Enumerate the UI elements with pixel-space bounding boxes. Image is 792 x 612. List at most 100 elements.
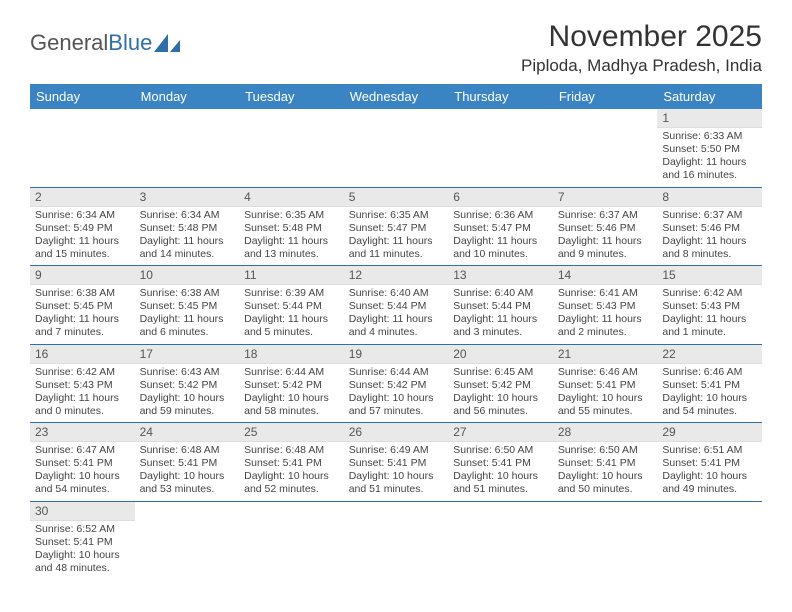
day-body: Sunrise: 6:44 AMSunset: 5:42 PMDaylight:… (239, 364, 344, 423)
calendar-cell (30, 109, 135, 187)
calendar-cell: 28Sunrise: 6:50 AMSunset: 5:41 PMDayligh… (553, 423, 658, 502)
day-number: 13 (448, 266, 553, 285)
sail-icon (154, 34, 180, 52)
sunset-text: Sunset: 5:46 PM (558, 222, 653, 235)
sunrise-text: Sunrise: 6:48 AM (244, 444, 339, 457)
calendar-cell: 3Sunrise: 6:34 AMSunset: 5:48 PMDaylight… (135, 187, 240, 266)
day-body: Sunrise: 6:38 AMSunset: 5:45 PMDaylight:… (30, 285, 135, 344)
day-number: 12 (344, 266, 449, 285)
day-number: 9 (30, 266, 135, 285)
calendar-cell: 7Sunrise: 6:37 AMSunset: 5:46 PMDaylight… (553, 187, 658, 266)
sunrise-text: Sunrise: 6:38 AM (140, 287, 235, 300)
sunrise-text: Sunrise: 6:40 AM (453, 287, 548, 300)
sunset-text: Sunset: 5:45 PM (35, 300, 130, 313)
calendar-cell (448, 109, 553, 187)
weekday-header: Monday (135, 84, 240, 109)
calendar-cell: 9Sunrise: 6:38 AMSunset: 5:45 PMDaylight… (30, 266, 135, 345)
calendar-week-row: 1Sunrise: 6:33 AMSunset: 5:50 PMDaylight… (30, 109, 762, 187)
calendar-week-row: 16Sunrise: 6:42 AMSunset: 5:43 PMDayligh… (30, 344, 762, 423)
day-number: 10 (135, 266, 240, 285)
sunset-text: Sunset: 5:41 PM (662, 457, 757, 470)
day-body: Sunrise: 6:40 AMSunset: 5:44 PMDaylight:… (344, 285, 449, 344)
logo: GeneralBlue (30, 20, 180, 56)
calendar-cell: 13Sunrise: 6:40 AMSunset: 5:44 PMDayligh… (448, 266, 553, 345)
day-number: 29 (657, 423, 762, 442)
day-body: Sunrise: 6:44 AMSunset: 5:42 PMDaylight:… (344, 364, 449, 423)
sunset-text: Sunset: 5:41 PM (453, 457, 548, 470)
calendar-cell: 22Sunrise: 6:46 AMSunset: 5:41 PMDayligh… (657, 344, 762, 423)
day-number: 20 (448, 345, 553, 364)
calendar-cell: 4Sunrise: 6:35 AMSunset: 5:48 PMDaylight… (239, 187, 344, 266)
calendar-cell: 25Sunrise: 6:48 AMSunset: 5:41 PMDayligh… (239, 423, 344, 502)
daylight-text: Daylight: 10 hours and 55 minutes. (558, 392, 653, 418)
day-body: Sunrise: 6:35 AMSunset: 5:47 PMDaylight:… (344, 207, 449, 266)
sunrise-text: Sunrise: 6:48 AM (140, 444, 235, 457)
day-body: Sunrise: 6:51 AMSunset: 5:41 PMDaylight:… (657, 442, 762, 501)
daylight-text: Daylight: 11 hours and 10 minutes. (453, 235, 548, 261)
daylight-text: Daylight: 10 hours and 54 minutes. (35, 470, 130, 496)
day-number: 23 (30, 423, 135, 442)
calendar-cell (448, 501, 553, 579)
sunrise-text: Sunrise: 6:40 AM (349, 287, 444, 300)
calendar-body: 1Sunrise: 6:33 AMSunset: 5:50 PMDaylight… (30, 109, 762, 579)
day-number: 1 (657, 109, 762, 128)
day-number: 27 (448, 423, 553, 442)
day-body: Sunrise: 6:46 AMSunset: 5:41 PMDaylight:… (657, 364, 762, 423)
day-body: Sunrise: 6:40 AMSunset: 5:44 PMDaylight:… (448, 285, 553, 344)
daylight-text: Daylight: 11 hours and 15 minutes. (35, 235, 130, 261)
sunset-text: Sunset: 5:42 PM (349, 379, 444, 392)
sunset-text: Sunset: 5:47 PM (349, 222, 444, 235)
daylight-text: Daylight: 11 hours and 11 minutes. (349, 235, 444, 261)
calendar-week-row: 30Sunrise: 6:52 AMSunset: 5:41 PMDayligh… (30, 501, 762, 579)
day-body: Sunrise: 6:43 AMSunset: 5:42 PMDaylight:… (135, 364, 240, 423)
sunrise-text: Sunrise: 6:45 AM (453, 366, 548, 379)
daylight-text: Daylight: 11 hours and 0 minutes. (35, 392, 130, 418)
calendar-cell (239, 109, 344, 187)
logo-text-general: General (30, 30, 108, 56)
calendar-cell: 15Sunrise: 6:42 AMSunset: 5:43 PMDayligh… (657, 266, 762, 345)
calendar-cell (239, 501, 344, 579)
calendar-cell (344, 501, 449, 579)
weekday-header: Tuesday (239, 84, 344, 109)
calendar-cell: 26Sunrise: 6:49 AMSunset: 5:41 PMDayligh… (344, 423, 449, 502)
title-block: November 2025 Piploda, Madhya Pradesh, I… (521, 20, 762, 76)
day-body: Sunrise: 6:47 AMSunset: 5:41 PMDaylight:… (30, 442, 135, 501)
sunset-text: Sunset: 5:41 PM (558, 457, 653, 470)
sunrise-text: Sunrise: 6:36 AM (453, 209, 548, 222)
sunrise-text: Sunrise: 6:49 AM (349, 444, 444, 457)
day-number: 28 (553, 423, 658, 442)
header: GeneralBlue November 2025 Piploda, Madhy… (30, 20, 762, 76)
day-number: 25 (239, 423, 344, 442)
day-number: 30 (30, 502, 135, 521)
sunset-text: Sunset: 5:50 PM (662, 143, 757, 156)
day-body: Sunrise: 6:39 AMSunset: 5:44 PMDaylight:… (239, 285, 344, 344)
daylight-text: Daylight: 10 hours and 56 minutes. (453, 392, 548, 418)
day-body: Sunrise: 6:52 AMSunset: 5:41 PMDaylight:… (30, 521, 135, 580)
calendar-week-row: 9Sunrise: 6:38 AMSunset: 5:45 PMDaylight… (30, 266, 762, 345)
sunset-text: Sunset: 5:41 PM (662, 379, 757, 392)
sunset-text: Sunset: 5:48 PM (140, 222, 235, 235)
sunset-text: Sunset: 5:41 PM (35, 457, 130, 470)
sunset-text: Sunset: 5:47 PM (453, 222, 548, 235)
daylight-text: Daylight: 11 hours and 9 minutes. (558, 235, 653, 261)
day-number: 22 (657, 345, 762, 364)
sunset-text: Sunset: 5:43 PM (662, 300, 757, 313)
month-title: November 2025 (521, 20, 762, 54)
daylight-text: Daylight: 11 hours and 13 minutes. (244, 235, 339, 261)
day-number: 17 (135, 345, 240, 364)
sunset-text: Sunset: 5:49 PM (35, 222, 130, 235)
daylight-text: Daylight: 10 hours and 51 minutes. (349, 470, 444, 496)
sunset-text: Sunset: 5:41 PM (349, 457, 444, 470)
calendar-cell (135, 501, 240, 579)
sunrise-text: Sunrise: 6:44 AM (244, 366, 339, 379)
daylight-text: Daylight: 11 hours and 5 minutes. (244, 313, 339, 339)
calendar-cell (344, 109, 449, 187)
daylight-text: Daylight: 11 hours and 3 minutes. (453, 313, 548, 339)
weekday-header: Wednesday (344, 84, 449, 109)
calendar-cell: 20Sunrise: 6:45 AMSunset: 5:42 PMDayligh… (448, 344, 553, 423)
day-body: Sunrise: 6:46 AMSunset: 5:41 PMDaylight:… (553, 364, 658, 423)
calendar-cell: 27Sunrise: 6:50 AMSunset: 5:41 PMDayligh… (448, 423, 553, 502)
calendar-cell: 5Sunrise: 6:35 AMSunset: 5:47 PMDaylight… (344, 187, 449, 266)
sunset-text: Sunset: 5:45 PM (140, 300, 235, 313)
calendar-cell: 14Sunrise: 6:41 AMSunset: 5:43 PMDayligh… (553, 266, 658, 345)
